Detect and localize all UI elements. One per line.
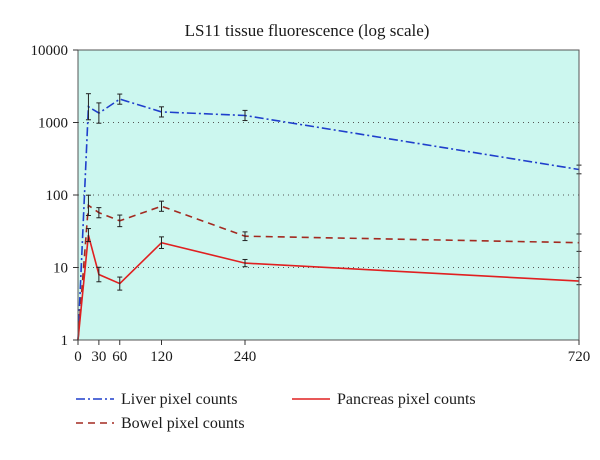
error-bar: [159, 200, 164, 212]
legend: Liver pixel counts Bowel pixel counts Panc…: [76, 391, 476, 432]
error-bar: [96, 207, 102, 219]
y-tick-label: 100: [46, 188, 69, 204]
legend-label: Pancreas pixel counts: [337, 391, 476, 408]
error-bar: [117, 93, 123, 105]
x-tick-label: 120: [150, 349, 173, 365]
y-tick-label: 10: [53, 261, 68, 277]
x-tick-label: 240: [234, 349, 257, 365]
x-tick-label: 0: [74, 349, 82, 365]
x-tick-label: 30: [91, 349, 106, 365]
y-tick-label: 1000: [38, 116, 68, 132]
error-bar: [242, 109, 248, 122]
legend-item: Liver pixel counts: [76, 391, 237, 408]
error-bar: [85, 194, 91, 216]
error-bar: [96, 266, 102, 283]
legend-label: Liver pixel counts: [121, 391, 237, 408]
y-tick-label: 10000: [31, 43, 69, 59]
legend-item: Bowel pixel counts: [76, 415, 245, 432]
error-bar: [159, 236, 164, 249]
error-bar: [117, 276, 123, 291]
legend-label: Bowel pixel counts: [121, 415, 245, 432]
x-tick-label: 60: [112, 349, 127, 365]
chart-title: LS11 tissue fluorescence (log scale): [185, 21, 430, 40]
y-tick-label: 1: [61, 333, 69, 349]
error-bar: [85, 228, 91, 243]
error-bar: [159, 106, 164, 118]
error-bar: [117, 214, 123, 228]
error-bar: [96, 102, 102, 124]
series-1: [77, 93, 582, 341]
axes: 1 10 100 1000 10000 0 30 60 120 240 720: [31, 43, 591, 365]
legend-item: Pancreas pixel counts: [292, 391, 476, 408]
x-tick-label: 720: [568, 349, 591, 365]
error-bar: [85, 93, 91, 121]
error-bar: [242, 258, 248, 268]
error-bar: [242, 231, 248, 242]
